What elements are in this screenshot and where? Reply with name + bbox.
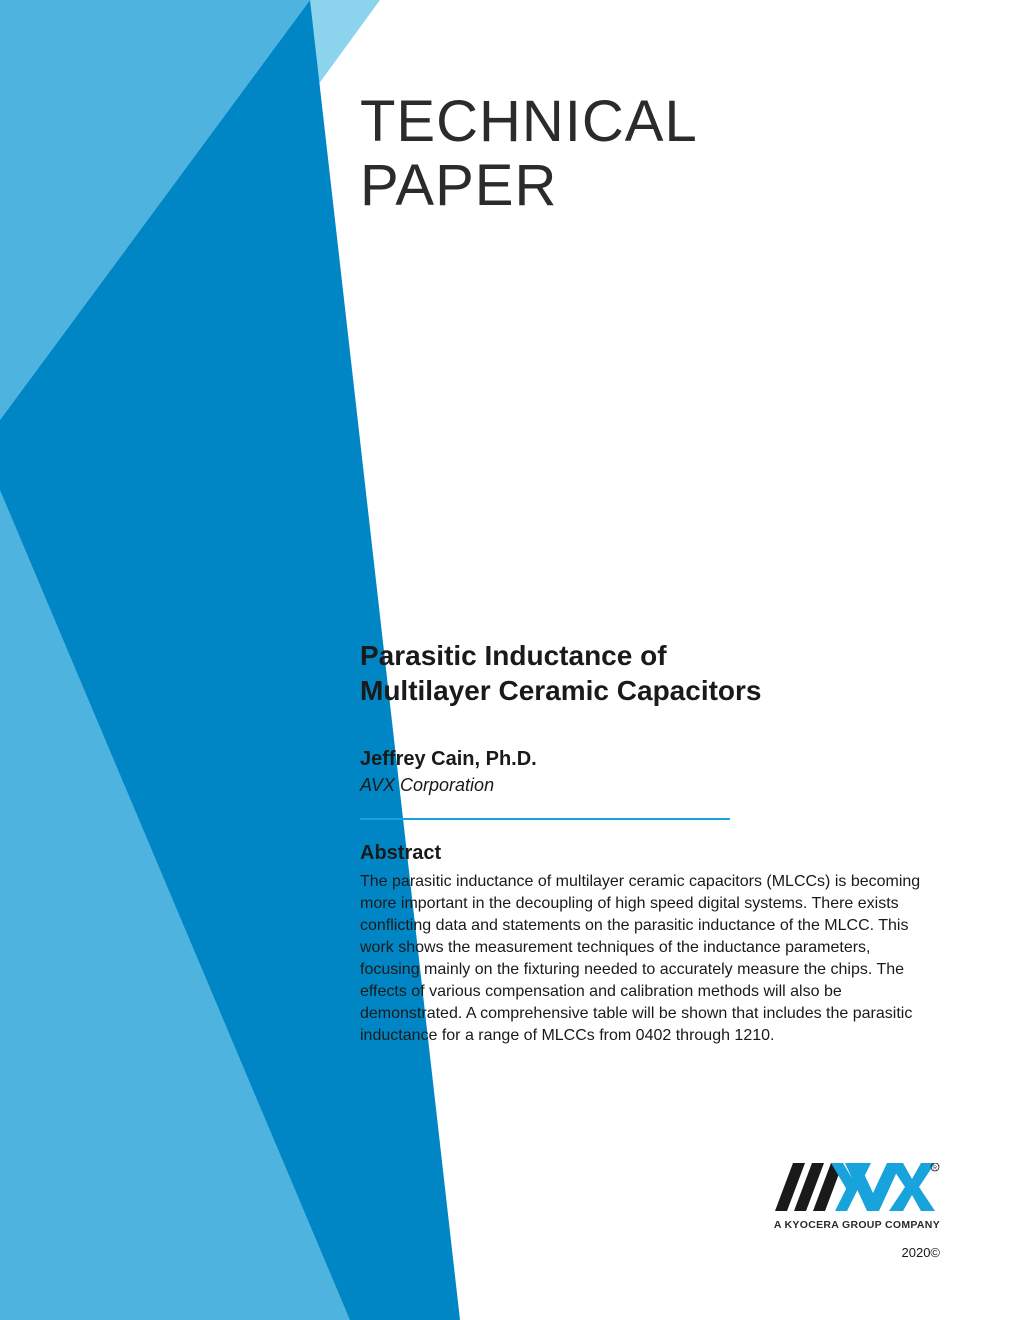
logo-tagline: A KYOCERA GROUP COMPANY	[774, 1219, 940, 1231]
section-divider	[360, 818, 730, 820]
content-area: TECHNICAL PAPER Parasitic Inductance of …	[360, 90, 940, 1047]
abstract-heading: Abstract	[360, 842, 940, 865]
abstract-body: The parasitic inductance of multilayer c…	[360, 871, 930, 1048]
title-line2: Multilayer Ceramic Capacitors	[360, 673, 940, 708]
author-affiliation: AVX Corporation	[360, 775, 940, 796]
svg-text:R: R	[933, 1166, 937, 1172]
author-name: Jeffrey Cain, Ph.D.	[360, 748, 940, 771]
paper-title: Parasitic Inductance of Multilayer Ceram…	[360, 638, 940, 708]
avx-logo-icon: R	[775, 1163, 940, 1215]
title-line1: Parasitic Inductance of	[360, 638, 940, 673]
logo-block: R A KYOCERA GROUP COMPANY 2020©	[774, 1163, 940, 1260]
document-type: TECHNICAL PAPER	[360, 90, 940, 218]
doc-type-line1: TECHNICAL	[360, 90, 940, 154]
copyright: 2020©	[774, 1245, 940, 1260]
doc-type-line2: PAPER	[360, 154, 940, 218]
